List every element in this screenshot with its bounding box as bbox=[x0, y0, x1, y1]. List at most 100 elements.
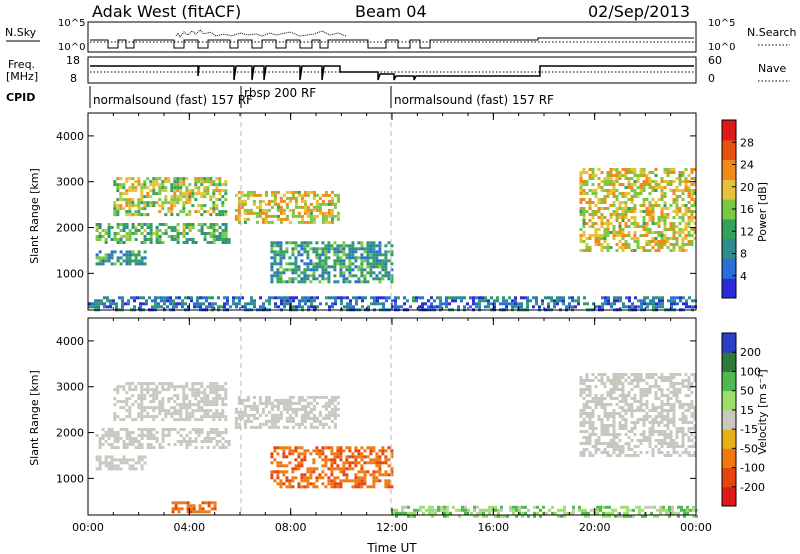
echo-cell bbox=[95, 434, 99, 437]
echo-cell bbox=[354, 265, 358, 269]
echo-cell bbox=[624, 400, 628, 403]
echo-cell bbox=[642, 183, 646, 186]
echo-cell bbox=[657, 219, 661, 222]
echo-cell bbox=[110, 428, 114, 431]
echo-cell bbox=[384, 485, 388, 489]
echo-cell bbox=[321, 470, 325, 474]
echo-cell bbox=[687, 445, 691, 448]
echo-cell bbox=[209, 223, 213, 226]
echo-cell bbox=[276, 413, 280, 417]
echo-cell bbox=[606, 415, 610, 418]
echo-cell bbox=[657, 225, 661, 228]
echo-cell bbox=[381, 253, 385, 257]
echo-cell bbox=[579, 424, 583, 427]
echo-cell bbox=[333, 280, 337, 284]
echo-cell bbox=[678, 418, 682, 421]
echo-cell bbox=[639, 400, 643, 403]
echo-cell bbox=[683, 514, 686, 518]
echo-cell bbox=[587, 511, 590, 515]
echo-cell bbox=[672, 406, 676, 409]
echo-cell bbox=[348, 449, 352, 453]
echo-cell bbox=[116, 238, 120, 241]
echo-cell bbox=[321, 262, 325, 266]
echo-cell bbox=[669, 418, 673, 421]
echo-cell bbox=[303, 413, 307, 417]
nsky-panel: N.Sky 10^5 10^0 10^5 10^0 N.Search bbox=[5, 18, 797, 53]
echo-cell bbox=[364, 296, 367, 300]
echo-cell bbox=[310, 305, 313, 309]
echo-cell bbox=[360, 271, 364, 275]
echo-cell bbox=[588, 174, 592, 177]
echo-cell bbox=[285, 464, 289, 468]
echo-cell bbox=[378, 461, 382, 465]
echo-cell bbox=[618, 382, 622, 385]
echo-cell bbox=[285, 425, 289, 429]
echo-cell bbox=[342, 271, 346, 275]
echo-cell bbox=[681, 231, 685, 234]
echo-cell bbox=[630, 177, 634, 180]
echo-cell bbox=[125, 415, 129, 419]
echo-cell bbox=[639, 397, 643, 400]
echo-cell bbox=[588, 454, 592, 457]
echo-cell bbox=[582, 207, 586, 210]
echo-cell bbox=[215, 428, 219, 431]
echo-cell bbox=[212, 232, 216, 235]
echo-cell bbox=[559, 296, 562, 300]
echo-cell bbox=[600, 430, 604, 433]
echo-cell bbox=[357, 241, 361, 245]
echo-cell bbox=[512, 508, 515, 512]
echo-cell bbox=[107, 253, 111, 257]
echo-cell bbox=[620, 514, 623, 518]
echo-cell bbox=[366, 262, 370, 266]
echo-cell bbox=[505, 302, 508, 306]
echo-cell bbox=[627, 168, 631, 171]
echo-cell bbox=[579, 454, 583, 457]
echo-cell bbox=[687, 180, 691, 183]
echo-cell bbox=[137, 382, 141, 386]
echo-cell bbox=[684, 421, 688, 424]
echo-cell bbox=[618, 451, 622, 454]
echo-cell bbox=[333, 422, 337, 426]
echo-cell bbox=[246, 193, 250, 197]
echo-cell bbox=[279, 244, 283, 248]
echo-cell bbox=[666, 174, 670, 177]
echo-cell bbox=[110, 431, 114, 434]
echo-cell bbox=[104, 434, 108, 437]
y-tick-label: 3000 bbox=[56, 176, 84, 189]
echo-cell bbox=[684, 222, 688, 225]
echo-cell bbox=[439, 302, 442, 306]
echo-cell bbox=[303, 208, 307, 212]
echo-cell bbox=[224, 428, 228, 431]
echo-cell bbox=[596, 508, 599, 512]
echo-cell bbox=[600, 418, 604, 421]
echo-cell bbox=[654, 445, 658, 448]
echo-cell bbox=[633, 234, 637, 237]
echo-cell bbox=[336, 193, 340, 197]
echo-cell bbox=[539, 514, 542, 518]
echo-cell bbox=[297, 205, 301, 209]
echo-cell bbox=[140, 397, 144, 401]
echo-cell bbox=[312, 419, 316, 423]
echo-cell bbox=[295, 296, 298, 300]
echo-cell bbox=[579, 201, 583, 204]
echo-cell bbox=[125, 198, 129, 202]
echo-cell bbox=[301, 296, 304, 300]
echo-cell bbox=[143, 250, 147, 254]
echo-cell bbox=[152, 183, 156, 187]
echo-cell bbox=[264, 208, 268, 212]
echo-cell bbox=[600, 225, 604, 228]
echo-cell bbox=[602, 505, 605, 509]
echo-cell bbox=[104, 455, 108, 459]
echo-cell bbox=[267, 410, 271, 414]
echo-cell bbox=[627, 186, 631, 189]
echo-cell bbox=[224, 415, 228, 419]
echo-cell bbox=[672, 168, 676, 171]
echo-cell bbox=[116, 467, 120, 471]
echo-cell bbox=[469, 305, 472, 309]
echo-cell bbox=[158, 183, 162, 187]
echo-cell bbox=[315, 193, 319, 197]
echo-cell bbox=[681, 427, 685, 430]
echo-cell bbox=[203, 235, 207, 238]
echo-cell bbox=[312, 250, 316, 254]
echo-cell bbox=[140, 443, 144, 446]
